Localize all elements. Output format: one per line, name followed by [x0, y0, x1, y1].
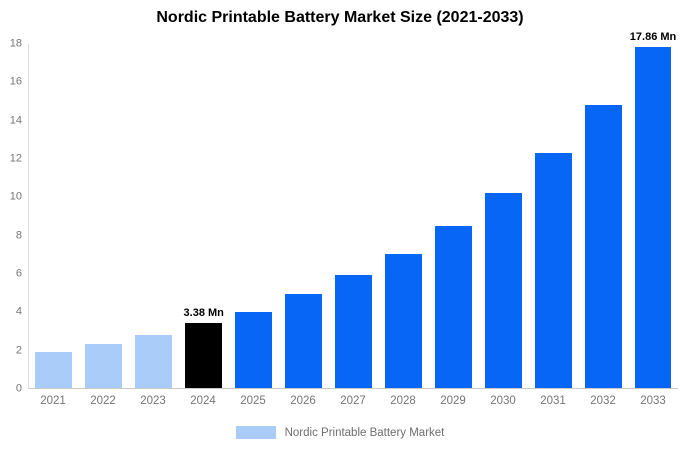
x-label-2028: 2028	[390, 395, 416, 407]
y-tick-6: 6	[15, 267, 22, 280]
bar-column-2025	[229, 44, 279, 388]
bar-2022	[85, 344, 123, 388]
chart-title: Nordic Printable Battery Market Size (20…	[156, 9, 524, 26]
plot-area: 3.38 Mn 17.86 Mn	[28, 31, 678, 389]
legend-label: Nordic Printable Battery Market	[284, 426, 445, 439]
legend-swatch	[235, 426, 276, 439]
bar-value-label-2033: 17.86 Mn	[629, 30, 677, 43]
bar-value-label-2024: 3.38 Mn	[183, 307, 224, 320]
bar-column-2022	[79, 44, 129, 388]
y-tick-16: 16	[9, 75, 22, 88]
x-label-2024: 2024	[190, 395, 216, 407]
y-tick-14: 14	[9, 114, 22, 127]
bar-2029	[434, 225, 472, 388]
bar-column-2024: 3.38 Mn	[179, 44, 229, 388]
bar-column-2028	[378, 44, 428, 388]
x-label-2031: 2031	[540, 395, 566, 407]
bar-2021	[35, 351, 73, 388]
x-label-2022: 2022	[90, 395, 116, 407]
bar-column-2032	[578, 44, 628, 388]
bar-column-2023	[129, 44, 179, 388]
bar-2023	[135, 334, 173, 388]
x-axis-labels: 2021 2022 2023 2024 2025 2026 2027 2028 2029 2030…	[28, 395, 678, 407]
bar-2032	[584, 105, 622, 388]
bar-2028	[384, 254, 422, 388]
bar-2033: 17.86 Mn	[630, 31, 676, 388]
x-label-2026: 2026	[290, 395, 316, 407]
y-tick-18: 18	[9, 37, 22, 50]
x-label-2032: 2032	[590, 395, 616, 407]
bar-column-2029	[428, 44, 478, 388]
bar-2026	[285, 294, 323, 388]
x-label-2025: 2025	[240, 395, 266, 407]
y-tick-12: 12	[9, 152, 22, 165]
bar-2025	[235, 311, 273, 388]
y-tick-8: 8	[15, 229, 22, 242]
x-label-2029: 2029	[440, 395, 466, 407]
bar-column-2033: 17.86 Mn	[628, 31, 678, 388]
y-tick-2: 2	[15, 344, 22, 357]
x-label-2023: 2023	[140, 395, 166, 407]
bar-2027	[335, 275, 372, 388]
legend: Nordic Printable Battery Market	[0, 426, 680, 439]
bar-column-2031	[528, 44, 578, 388]
y-tick-4: 4	[15, 305, 22, 318]
x-label-2030: 2030	[490, 395, 516, 407]
bar-column-2027	[329, 44, 379, 388]
bar-2030	[484, 193, 522, 388]
bar-2024: 3.38 Mn	[184, 307, 224, 388]
y-axis: 0 2 4 6 8 10 12 14 16 18	[0, 38, 25, 394]
bar-column-2030	[478, 44, 528, 388]
bar-2031	[534, 152, 572, 388]
x-label-2033: 2033	[640, 395, 666, 407]
bar-column-2021	[29, 44, 79, 388]
x-label-2027: 2027	[340, 395, 366, 407]
y-tick-0: 0	[15, 382, 22, 395]
bars-row: 3.38 Mn 17.86 Mn	[29, 31, 678, 388]
x-label-2021: 2021	[40, 395, 66, 407]
y-tick-10: 10	[9, 190, 22, 203]
bar-column-2026	[279, 44, 329, 388]
